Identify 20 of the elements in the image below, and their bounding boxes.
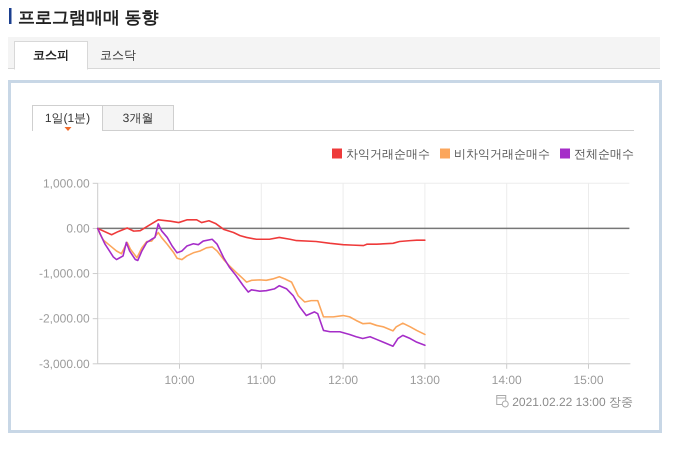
x-tick-label: 15:00 <box>573 372 604 387</box>
legend-label: 전체순매수 <box>574 147 634 161</box>
x-tick-label: 11:00 <box>246 372 276 387</box>
legend-label: 차익거래순매수 <box>346 147 430 161</box>
tab: 3개월 <box>102 105 174 131</box>
y-tick-label: 0.00 <box>66 221 90 236</box>
y-tick-label: -3,000.00 <box>38 356 90 371</box>
y-tick-label: -2,000.00 <box>38 312 90 326</box>
tab-selected: 1일(1분) <box>32 105 103 131</box>
y-tick-label: -1,000.00 <box>38 266 90 281</box>
x-tick-label: 10:00 <box>164 372 195 387</box>
x-tick-label: 14:00 <box>492 372 522 387</box>
tab-selected: 코스피 <box>14 41 88 70</box>
legend-label: 비차익거래순매수 <box>454 147 550 161</box>
y-tick-label: 1,000.00 <box>42 176 90 190</box>
text: 2021.02.22 13:00 장중 <box>512 395 633 409</box>
chart-title: 프로그램매매 동향 <box>18 8 159 27</box>
x-tick-label: 12:00 <box>328 372 358 387</box>
x-tick-label: 13:00 <box>410 372 440 387</box>
tab-label: 코스닥 <box>100 48 136 62</box>
